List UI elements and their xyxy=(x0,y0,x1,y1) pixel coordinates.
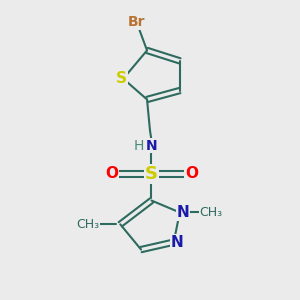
Text: N: N xyxy=(171,235,184,250)
Text: O: O xyxy=(185,166,198,181)
Text: S: S xyxy=(116,71,127,86)
Text: H: H xyxy=(134,139,144,152)
Text: S: S xyxy=(145,165,158,183)
Text: Br: Br xyxy=(128,15,146,29)
Text: CH₃: CH₃ xyxy=(76,218,99,231)
Text: CH₃: CH₃ xyxy=(200,206,223,219)
Text: O: O xyxy=(105,166,118,181)
Text: N: N xyxy=(146,139,157,152)
Text: N: N xyxy=(176,205,189,220)
